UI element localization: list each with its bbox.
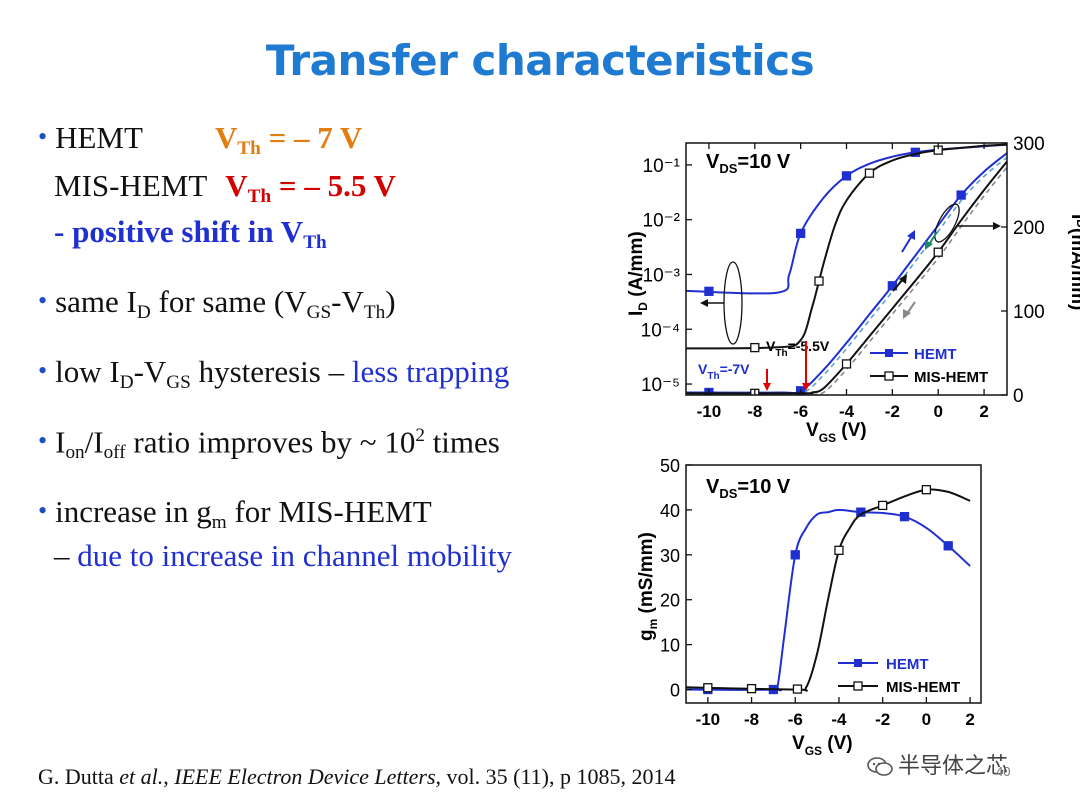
y-tick-label-right: 300: [1013, 134, 1045, 155]
legend-mis-hemt: MIS-HEMT: [886, 679, 960, 696]
y-tick-label-right: 200: [1013, 218, 1045, 239]
bullet-hysteresis: • low ID-VGS hysteresis – less trapping: [38, 354, 510, 393]
x-tick-label: -2: [885, 402, 900, 421]
x-tick-label: -10: [697, 402, 722, 421]
vds-annotation: VDS=10 V: [706, 151, 791, 176]
series-line-hemt: [685, 508, 971, 692]
plot-frame: [685, 142, 1008, 396]
hemt-vth: VTh = – 7 V: [214, 120, 363, 159]
bullet-mis-hemt: MIS-HEMT VTh = – 5.5 V: [54, 170, 396, 206]
right-axis-ellipse: [934, 203, 960, 243]
watermark: 半导体之芯: [866, 748, 1008, 780]
bullet-gm: • increase in gm for MIS-HEMT: [38, 494, 432, 533]
legend-mis-hemt: MIS-HEMT: [914, 369, 988, 386]
y-tick-label: 20: [660, 591, 680, 611]
vth-label-hemt: VTh=-7V: [698, 361, 750, 382]
y-axis-label: gm (mS/mm): [636, 532, 660, 641]
data-point-hemt: [704, 286, 714, 296]
bullet-dot: •: [38, 122, 48, 151]
x-tick-label: -10: [696, 710, 721, 729]
x-tick-label: -8: [747, 402, 762, 421]
bullet-mobility: – due to increase in channel mobility: [54, 538, 512, 573]
data-point-mis-hemt: [834, 545, 844, 555]
left-axis-ellipse: [723, 261, 743, 345]
y-tick-label: 50: [660, 456, 680, 476]
hemt-label: HEMT: [55, 120, 143, 155]
data-point-mis-hemt: [750, 342, 760, 353]
y-tick-label: 10: [660, 636, 680, 656]
y-tick-label-left: 10⁻⁵: [641, 375, 680, 396]
data-point-hemt: [956, 190, 966, 200]
bullet-same-id: • same ID for same (VGS-VTh): [38, 284, 396, 323]
plot-frame: [685, 464, 982, 704]
bullet-on-off-ratio: • Ion/Ioff ratio improves by ~ 102 times: [38, 424, 500, 464]
x-tick-label: -2: [875, 710, 890, 729]
y-tick-label-left: 10⁻³: [643, 265, 681, 286]
series-line-hemt-linear: [686, 152, 1007, 394]
y-tick-label: 30: [660, 546, 680, 566]
series-line-mis-hemt-log: [686, 143, 1007, 350]
data-point-mis-hemt: [746, 683, 757, 694]
y-tick-label-left: 10⁻⁴: [641, 320, 680, 341]
x-tick-label: -4: [839, 402, 855, 421]
x-tick-label: 2: [979, 402, 988, 421]
legend: HEMT MIS-HEMT: [838, 656, 960, 696]
mis-vth: VTh = – 5.5 V: [225, 168, 396, 207]
wechat-icon: [867, 757, 893, 776]
transfer-chart: -10 -8 -6 -4 -2 0 2 10⁻⁵ 10⁻⁴ 10⁻³ 10⁻² 10⁻¹ 0 100 200…: [626, 134, 1080, 445]
vth-label-mis: VTh=-5.5V: [766, 338, 830, 359]
legend: HEMT MIS-HEMT: [870, 346, 988, 386]
x-tick-label: -8: [744, 710, 759, 729]
data-point-hemt: [790, 550, 800, 560]
y-tick-label-right: 0: [1013, 386, 1024, 407]
series-line-mis-hemt-linear: [686, 160, 1007, 395]
data-point-hemt: [795, 228, 806, 239]
data-point-mis-hemt: [703, 683, 713, 693]
x-axis-label: VGS (V): [792, 733, 853, 758]
data-point-hemt: [841, 171, 852, 181]
data-point-mis-hemt: [921, 485, 932, 495]
x-tick-label: -6: [793, 402, 808, 421]
page-number: 40: [996, 764, 1011, 779]
data-point-mis-hemt: [864, 168, 875, 178]
x-tick-label: -6: [788, 710, 803, 729]
legend-hemt: HEMT: [886, 656, 929, 673]
bullet-hemt: • HEMT VTh = – 7 V: [38, 122, 362, 158]
slide-title: Transfer characteristics: [265, 36, 815, 85]
x-tick-label: 0: [922, 710, 931, 729]
legend-hemt: HEMT: [914, 346, 957, 363]
data-point-mis-hemt: [878, 500, 888, 511]
right-axis-label: ID(mA/mm): [1067, 214, 1080, 310]
y-tick-label-left: 10⁻¹: [643, 156, 681, 177]
mis-label: MIS-HEMT: [54, 168, 208, 203]
data-point-mis-hemt: [792, 684, 803, 694]
citation: G. Dutta et al., IEEE Electron Device Le…: [38, 764, 676, 789]
y-tick-label-left: 10⁻²: [643, 211, 681, 232]
x-tick-label: -4: [831, 710, 847, 729]
x-tick-label: 2: [965, 710, 974, 729]
data-point-mis-hemt: [933, 247, 943, 257]
x-axis-label: VGS (V): [806, 420, 867, 445]
left-axis-label: ID (A/mm): [626, 231, 650, 316]
y-tick-label: 0: [670, 681, 680, 701]
x-tick-label: 0: [933, 402, 942, 421]
data-point-hemt: [943, 541, 953, 551]
vds-annotation: VDS=10 V: [706, 476, 791, 501]
positive-shift-note: - positive shift in VTh: [54, 214, 327, 253]
data-point-mis-hemt: [841, 359, 852, 369]
data-point-hemt: [899, 511, 910, 522]
y-tick-label: 40: [660, 501, 680, 521]
y-tick-label-right: 100: [1013, 302, 1045, 323]
data-point-mis-hemt: [814, 276, 824, 286]
